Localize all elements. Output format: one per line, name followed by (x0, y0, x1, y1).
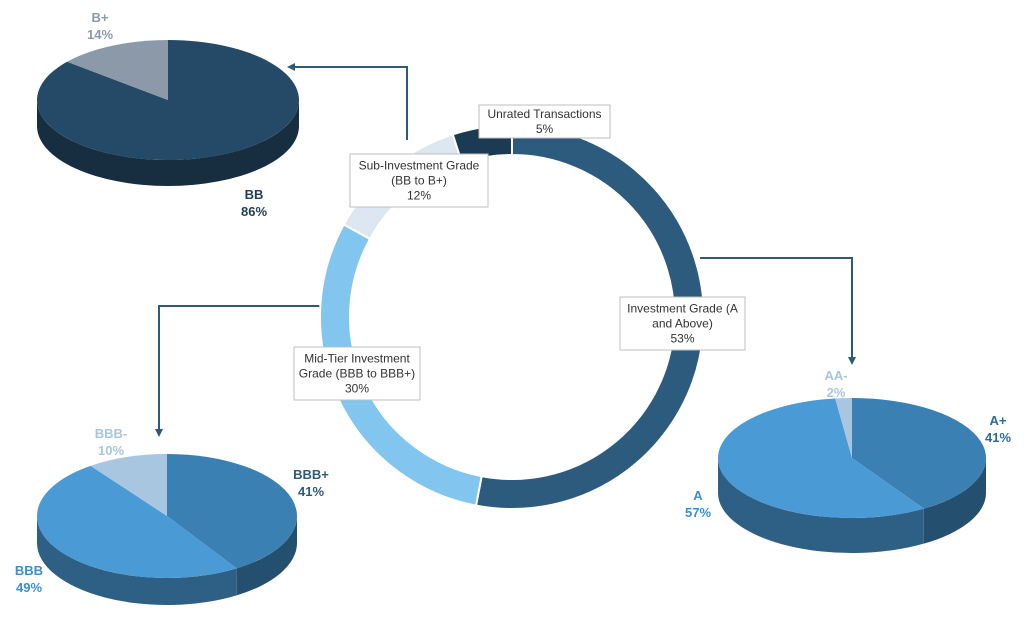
pie-side-bbb (37, 516, 237, 605)
pie-value-aa_minus: 2% (827, 385, 846, 400)
pie-side-a_plus (923, 458, 986, 544)
pie-label-b_plus: B+ (92, 10, 109, 25)
pie-side-bbb_plus (236, 516, 297, 596)
callout-label-investment: Investment Grade (A (627, 302, 738, 316)
doughnut-segment-investment (474, 123, 705, 510)
pie-label-bbb: BBB (15, 563, 43, 578)
pie-side-a (718, 458, 924, 553)
arrow-to-mid-tier-pie (155, 305, 320, 437)
pie-value-bbb: 49% (16, 580, 42, 595)
connector-arrows (155, 63, 856, 437)
pie-value-a_plus: 41% (985, 430, 1011, 445)
callout-box (349, 153, 489, 208)
callout-value-sub_investment: 12% (407, 189, 431, 203)
pie-label-bbb_plus: BBB+ (293, 467, 329, 482)
callout-label-sub_investment: Sub-Investment Grade (359, 159, 480, 173)
callout-box (293, 346, 421, 401)
pie-label-a: A (693, 488, 703, 503)
pie-mid_tier: BBB+ 41% BBB 49% BBB- 10% (15, 426, 329, 605)
callout-sub_investment: Sub-Investment Grade(BB to B+)12% (349, 153, 489, 208)
pie-label-aa_minus: AA- (824, 368, 847, 383)
callout-value-investment: 53% (670, 332, 694, 346)
breakdown-pies: BB86%B+14%BBB+41%BBB49%BBB-10%A+41%A57%A… (15, 10, 1011, 605)
pie-side-bb (37, 100, 299, 186)
callout-label-mid_tier: Mid-Tier Investment (304, 352, 410, 366)
pie-value-bbb_minus: 10% (98, 443, 124, 458)
callout-label-investment: and Above) (652, 317, 713, 331)
pie-value-a: 57% (685, 505, 711, 520)
pie-slice-bbb_minus (90, 454, 167, 516)
callout-label-sub_investment: (BB to B+) (391, 174, 447, 188)
arrow-to-investment-pie (700, 257, 856, 365)
callout-value-unrated: 5% (536, 122, 554, 136)
pie-sub_investment: BB 86% B+ 14% (36, 10, 299, 219)
callout-value-mid_tier: 30% (345, 382, 369, 396)
pie-investment: A+ 41% A 57% AA- 2% (685, 368, 1011, 553)
pie-value-b_plus: 14% (87, 27, 113, 42)
callout-box (478, 104, 611, 139)
pie-slice-aa_minus (835, 398, 852, 458)
callout-box (619, 296, 746, 351)
callout-label-mid_tier: Grade (BBB to BBB+) (299, 367, 415, 381)
pie-label-bbb_minus: BBB- (95, 426, 128, 441)
arrow-to-sub-investment-pie (287, 63, 408, 140)
pie-slice-a_plus (852, 398, 986, 509)
pie-value-bb: 86% (241, 204, 267, 219)
pie-slice-bbb_plus (167, 454, 297, 569)
pie-slice-bbb (36, 465, 237, 579)
pie-value-bbb_plus: 41% (298, 484, 324, 499)
callout-label-unrated: Unrated Transactions (487, 107, 601, 121)
pie-slice-a (717, 398, 924, 519)
pie-slice-bb (36, 40, 299, 160)
pie-label-a_plus: A+ (990, 413, 1007, 428)
pie-slice-b_plus (67, 40, 168, 100)
pie-label-bb: BB (245, 187, 264, 202)
